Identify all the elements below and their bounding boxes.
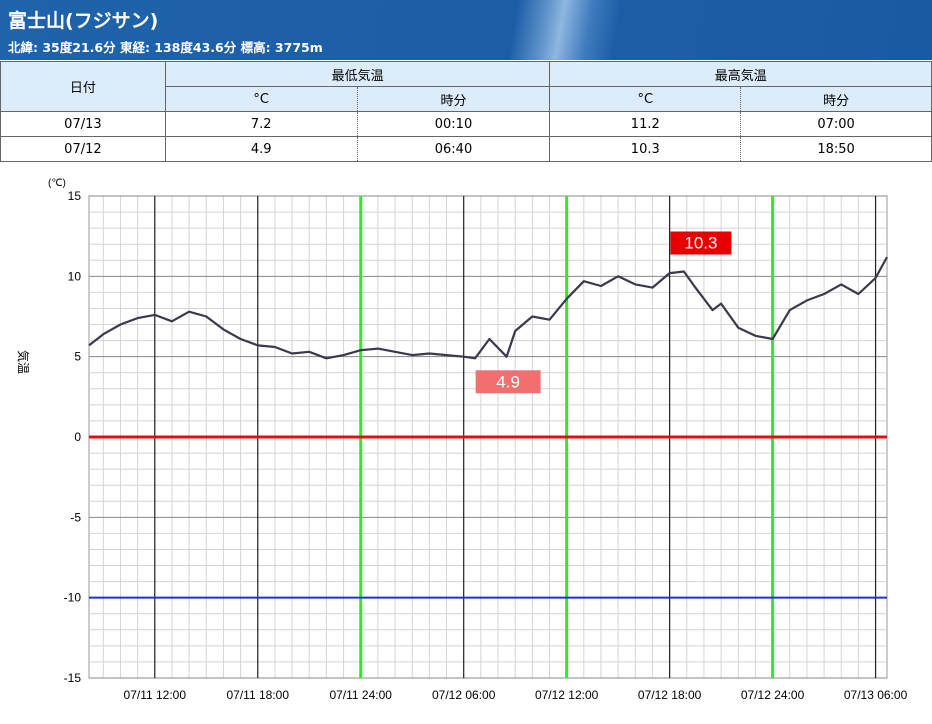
row-min-temp: 7.2 xyxy=(164,111,358,137)
station-title: 富士山(フジサン) xyxy=(8,10,159,32)
y-unit-label: (℃) xyxy=(48,178,66,189)
row-max-time: 18:50 xyxy=(740,136,932,162)
row-min-time: 06:40 xyxy=(356,136,551,162)
row-min-temp: 4.9 xyxy=(164,136,358,162)
temperature-series-line xyxy=(88,256,888,360)
max-temp-time-header: 時分 xyxy=(740,86,932,112)
y-tick-label: -15 xyxy=(64,671,82,685)
min-temp-label: 4.9 xyxy=(496,372,520,391)
x-tick-label: 07/12 24:00 xyxy=(741,688,805,702)
y-tick-label: 15 xyxy=(68,189,82,203)
station-coordinates: 北緯: 35度21.6分 東経: 138度43.6分 標高: 3775m xyxy=(8,40,323,55)
y-tick-label: -5 xyxy=(70,510,81,524)
row-date: 07/13 xyxy=(0,111,166,137)
min-temp-header: 最低気温 xyxy=(164,61,551,87)
y-axis-label: 気温 xyxy=(16,350,31,374)
x-tick-label: 07/11 12:00 xyxy=(124,688,187,702)
min-temp-label-box xyxy=(475,370,541,394)
x-tick-label: 07/11 18:00 xyxy=(226,688,289,702)
x-tick-label: 07/12 18:00 xyxy=(638,688,702,702)
max-temp-label-box xyxy=(670,231,732,255)
temperature-chart: (℃) 気温 15 10 5 0 -5 -10 -15 07/11 12:00 07/11 18… xyxy=(16,178,908,702)
y-tick-label: 5 xyxy=(74,350,81,364)
row-max-temp: 10.3 xyxy=(549,136,742,162)
y-tick-label: 0 xyxy=(74,430,81,444)
x-tick-label: 07/11 24:00 xyxy=(329,688,392,702)
x-tick-label: 07/13 06:00 xyxy=(844,688,908,702)
row-date: 07/12 xyxy=(0,136,166,162)
y-tick-label: -10 xyxy=(64,591,82,605)
station-header: 富士山(フジサン) 北緯: 35度21.6分 東経: 138度43.6分 標高:… xyxy=(0,0,932,60)
y-tick-label: 10 xyxy=(68,269,82,283)
row-min-time: 00:10 xyxy=(356,111,551,137)
max-temp-label: 10.3 xyxy=(684,234,717,253)
plot-area: 15 10 5 0 -5 -10 -15 07/11 12:00 07/11 18:00 07/1… xyxy=(64,189,908,702)
max-temp-celsius-header: °C xyxy=(549,86,742,112)
min-temp-celsius-header: °C xyxy=(164,86,358,112)
x-tick-label: 07/12 12:00 xyxy=(535,688,599,702)
table-row: 07/13 7.2 00:10 11.2 07:00 xyxy=(0,111,932,137)
row-max-temp: 11.2 xyxy=(549,111,742,137)
min-temp-time-header: 時分 xyxy=(356,86,551,112)
row-max-time: 07:00 xyxy=(740,111,932,137)
max-temp-header: 最高気温 xyxy=(549,61,932,87)
date-column-header: 日付 xyxy=(0,61,166,112)
x-tick-label: 07/12 06:00 xyxy=(432,688,496,702)
min-max-summary-table: 日付 最低気温 最高気温 °C 時分 °C 時分 07/13 7.2 00:10… xyxy=(0,61,932,162)
table-row: 07/12 4.9 06:40 10.3 18:50 xyxy=(0,136,932,162)
